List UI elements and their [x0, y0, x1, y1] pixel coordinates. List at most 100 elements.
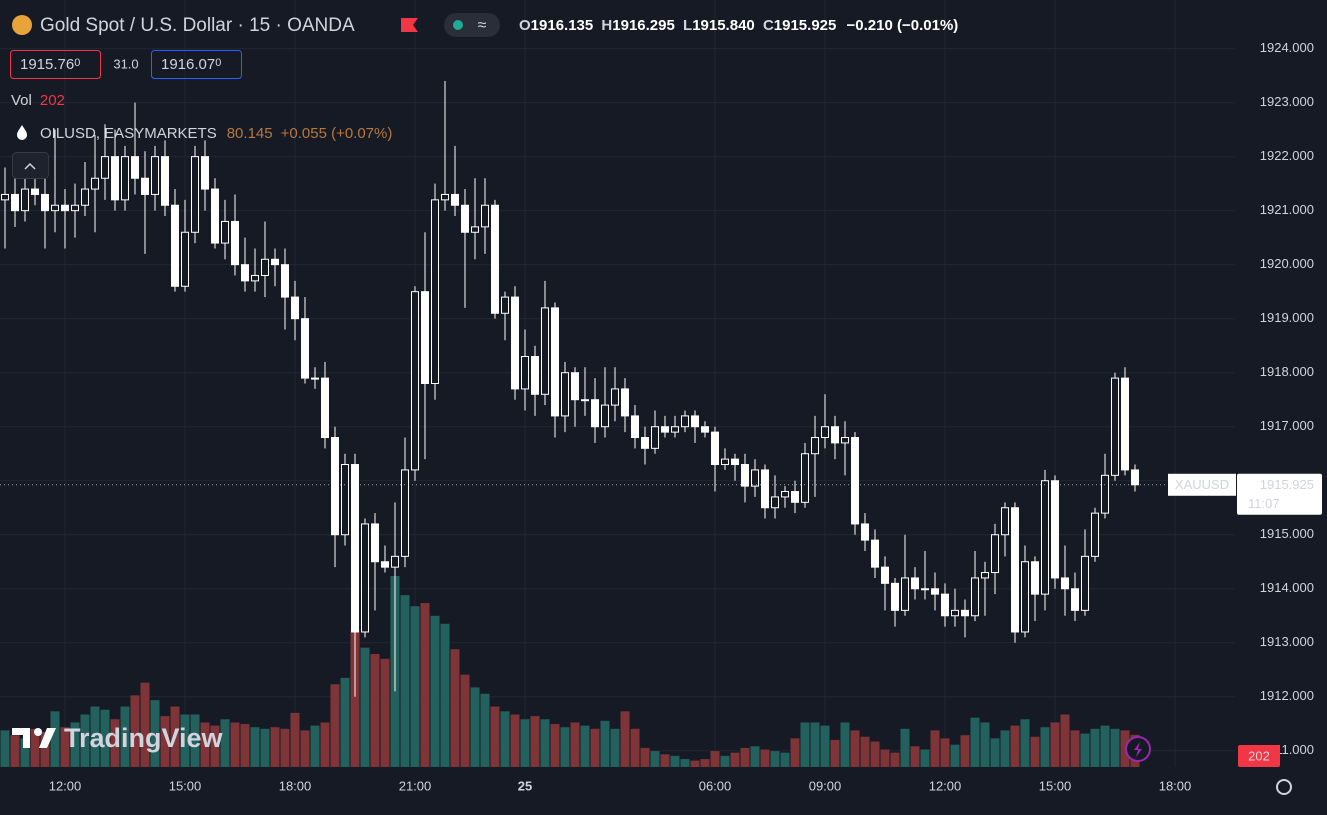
candle-body — [951, 609, 959, 617]
volume-bar — [710, 751, 720, 767]
volume-bar — [700, 759, 710, 767]
volume-bar — [290, 712, 300, 767]
candle-body — [171, 204, 179, 287]
status-pill[interactable] — [444, 13, 500, 37]
candle-body — [651, 426, 659, 449]
volume-bar — [90, 706, 100, 767]
volume-bar — [1030, 736, 1040, 767]
candle-body — [301, 318, 309, 379]
logo: TradingView — [12, 723, 224, 753]
volume-bar — [50, 711, 60, 767]
bid-main: 1915.76 — [20, 56, 74, 73]
volume-bar — [1080, 733, 1090, 767]
candle-body — [161, 156, 169, 206]
volume-bar — [430, 615, 440, 767]
volume-bar — [190, 714, 200, 767]
volume-bar — [610, 728, 620, 767]
ask-main: 1916.07 — [161, 56, 215, 73]
candle-body — [91, 177, 99, 190]
price-tag-countdown: 11:07 — [1248, 496, 1280, 511]
volume-bar — [830, 739, 840, 767]
candle-body — [121, 156, 129, 201]
volume-bar — [570, 722, 580, 767]
volume-bar — [640, 747, 650, 767]
candle-body — [1101, 474, 1109, 514]
candle-body — [421, 291, 429, 384]
candle-body — [601, 404, 609, 428]
sell-button[interactable] — [10, 50, 101, 79]
volume-bar — [340, 677, 350, 767]
volume-bar — [220, 719, 230, 767]
candle-body — [61, 204, 69, 212]
candle-body — [311, 377, 319, 380]
y-tick-label: 1913.000 — [1260, 634, 1314, 649]
ohlc-label: C — [763, 17, 774, 34]
volume-bar — [480, 693, 490, 767]
volume-bar — [100, 709, 110, 767]
volume-bar — [80, 714, 90, 767]
volume-bar — [300, 730, 310, 767]
volume-bar — [150, 700, 160, 767]
candle-body — [101, 156, 109, 179]
ohlc-value: 1915.925 — [774, 17, 837, 34]
candle-body — [961, 609, 969, 617]
volume-bar — [660, 754, 670, 767]
candle-body — [701, 426, 709, 433]
candle-body — [331, 437, 339, 536]
delay-icon: ≈ — [478, 17, 487, 34]
candle-body — [1111, 377, 1119, 476]
volume-bar — [250, 727, 260, 767]
volume-bar — [510, 714, 520, 767]
candle-body — [41, 193, 49, 212]
y-tick-label: 1923.000 — [1260, 94, 1314, 109]
x-tick-label: 06:00 — [699, 778, 732, 793]
candle-body — [391, 555, 399, 568]
candle-body — [211, 188, 219, 244]
candle-body — [851, 437, 859, 525]
candle-body — [1, 193, 9, 201]
candle-body — [971, 577, 979, 617]
volume-bar — [1060, 714, 1070, 767]
volume-bar — [470, 687, 480, 767]
candle-body — [551, 307, 559, 417]
symbol-title[interactable]: Gold Spot / U.S. Dollar · 15 · OANDA — [40, 15, 355, 36]
volume-bar — [1070, 730, 1080, 767]
candle-body — [401, 469, 409, 557]
candle-body — [571, 372, 579, 401]
volume-bar — [260, 728, 270, 767]
candle-body — [641, 437, 649, 449]
x-tick-label: 09:00 — [809, 778, 842, 793]
volume-bar — [380, 658, 390, 767]
settings-button[interactable] — [1276, 779, 1292, 795]
x-tick-label: 21:00 — [399, 778, 432, 793]
volume-bar — [1020, 719, 1030, 767]
volume-bar — [990, 738, 1000, 767]
spread: 31.0 — [113, 56, 138, 71]
volume-legend: Vol 202 — [11, 92, 65, 109]
y-tick-label: 1922.000 — [1260, 148, 1314, 163]
volume-bar — [790, 738, 800, 767]
candle-body — [341, 464, 349, 536]
volume-tag — [1238, 745, 1280, 767]
candle-body — [831, 426, 839, 444]
candle-body — [361, 523, 369, 633]
volume-bar — [680, 759, 690, 767]
symbol-tag — [1168, 473, 1236, 496]
volume-bar — [860, 736, 870, 767]
candle-body — [771, 496, 779, 509]
buy-button[interactable] — [151, 50, 242, 79]
volume-bar — [1050, 722, 1060, 767]
volume-bar — [800, 722, 810, 767]
volume-bar — [770, 751, 780, 767]
y-tick-label: 1918.000 — [1260, 364, 1314, 379]
volume-bar — [880, 749, 890, 767]
volume-bar — [30, 728, 40, 767]
volume-bar — [130, 695, 140, 767]
volume-bar — [690, 760, 700, 767]
candle-body — [791, 491, 799, 503]
candle-body — [661, 426, 669, 433]
candle-body — [81, 188, 89, 206]
flag-icon[interactable] — [401, 18, 418, 32]
candle-body — [901, 577, 909, 611]
volume-bar — [350, 630, 360, 767]
